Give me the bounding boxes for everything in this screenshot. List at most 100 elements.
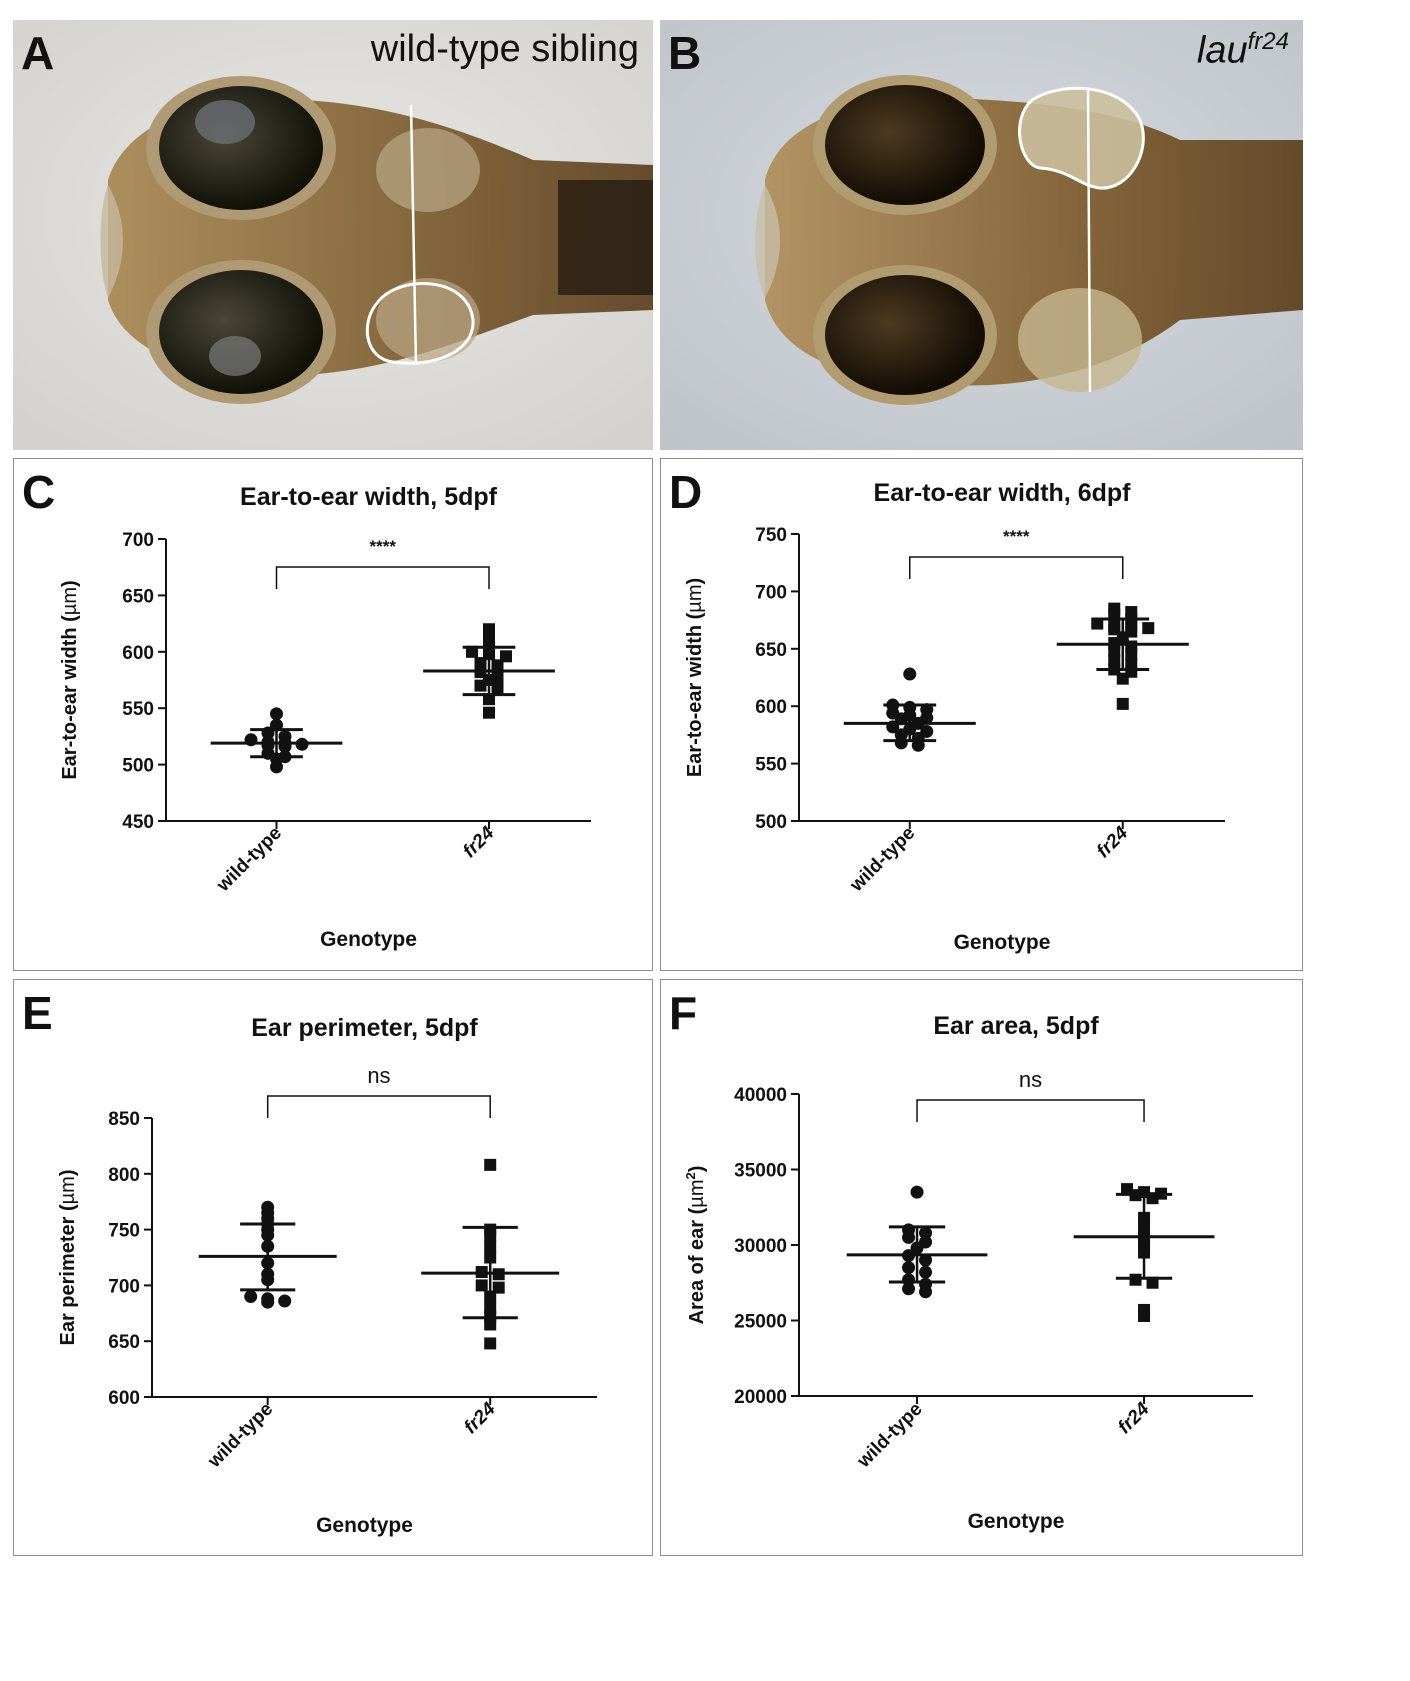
y-tick-label: 500 xyxy=(755,812,787,833)
y-tick-label: 30000 xyxy=(734,1236,787,1257)
larva-photo-a xyxy=(13,20,653,450)
y-tick-label: 40000 xyxy=(734,1085,787,1106)
y-tick-label: 600 xyxy=(108,1388,140,1409)
panel-letter-a: A xyxy=(21,27,55,79)
significance-bracket xyxy=(275,566,490,589)
data-point-fr24 xyxy=(484,1318,497,1331)
y-tick-label: 25000 xyxy=(734,1312,787,1333)
data-point-fr24 xyxy=(1108,654,1121,667)
significance-bracket xyxy=(266,1095,491,1118)
y-tick-label: 700 xyxy=(755,582,787,603)
data-point-wild-type xyxy=(270,760,283,774)
panel-letter-e: E xyxy=(22,987,53,1039)
data-point-fr24 xyxy=(483,634,495,647)
x-tick-label: fr24 xyxy=(1093,822,1133,862)
photo-label-base: lau xyxy=(1196,29,1248,72)
x-tick-label: fr24 xyxy=(460,1398,500,1438)
y-axis-label: Area of ear (µm2) xyxy=(683,1166,708,1325)
significance-label: ns xyxy=(1019,1067,1042,1092)
photo-label-sup: fr24 xyxy=(1247,28,1289,55)
data-point-fr24 xyxy=(1138,1309,1151,1322)
y-tick-label: 550 xyxy=(755,755,787,776)
y-tick-label: 700 xyxy=(108,1276,140,1297)
data-point-fr24 xyxy=(1108,645,1121,658)
data-point-wild-type xyxy=(910,1185,924,1199)
chart-panel-c: Ear-to-ear width, 5dpf 450 500 550 600 650 700… xyxy=(13,458,653,971)
y-axis-label: Ear-to-ear width (µm) xyxy=(59,580,81,779)
data-point-fr24 xyxy=(1146,1276,1159,1289)
y-tick-label: 750 xyxy=(108,1221,140,1242)
y-tick-label: 800 xyxy=(108,1165,140,1186)
data-point-fr24 xyxy=(484,1337,497,1350)
panel-letter-f: F xyxy=(669,987,698,1039)
chart-ear-area-5dpf: Ear area, 5dpf 20000 25000 30000 35000 40000 A… xyxy=(683,1012,1253,1533)
chart-panel-e: Ear perimeter, 5dpf 600 650 700 750 800 850 Ear… xyxy=(13,979,653,1556)
chart-ear-to-ear-6dpf: Ear-to-ear width, 6dpf 500 550 600 650 700 750… xyxy=(684,479,1225,954)
photo-label-lau-fr24: laufr24 xyxy=(1197,28,1289,73)
y-tick-label: 35000 xyxy=(734,1161,787,1182)
x-tick-label: fr24 xyxy=(1114,1398,1154,1438)
data-point-fr24 xyxy=(1108,608,1121,621)
chart-title: Ear area, 5dpf xyxy=(933,1012,1099,1040)
data-point-fr24 xyxy=(500,650,512,663)
x-tick-label: wild-type xyxy=(853,1399,927,1473)
chart-title: Ear perimeter, 5dpf xyxy=(251,1014,478,1042)
y-tick-label: 650 xyxy=(755,640,787,661)
y-axis-label: Ear-to-ear width (µm) xyxy=(684,578,706,777)
photo-panel-b: B laufr24 xyxy=(660,20,1303,450)
y-tick-label: 850 xyxy=(108,1109,140,1130)
data-point-wild-type xyxy=(902,1282,916,1296)
y-tick-label: 650 xyxy=(108,1332,140,1353)
data-point-fr24 xyxy=(1142,622,1155,635)
data-point-fr24 xyxy=(483,693,495,706)
chart-ear-perimeter-5dpf: Ear perimeter, 5dpf 600 650 700 750 800 850 Ear… xyxy=(57,1014,597,1537)
significance-label: **** xyxy=(370,537,397,556)
data-point-fr24 xyxy=(1116,672,1129,685)
photo-panel-a: A wild-type sibling xyxy=(13,20,653,450)
data-point-fr24 xyxy=(483,623,495,636)
data-point-fr24 xyxy=(1125,648,1138,661)
y-tick-label: 500 xyxy=(122,756,154,777)
y-tick-label: 750 xyxy=(755,525,787,546)
y-tick-label: 550 xyxy=(122,699,154,720)
data-point-fr24 xyxy=(491,681,504,694)
data-point-wild-type xyxy=(902,1261,916,1275)
data-point-wild-type xyxy=(270,707,283,721)
significance-label: **** xyxy=(1003,527,1030,546)
data-point-wild-type xyxy=(919,1265,933,1279)
significance-bracket xyxy=(909,556,1124,579)
chart-title: Ear-to-ear width, 5dpf xyxy=(240,483,498,511)
data-point-fr24 xyxy=(484,1158,497,1171)
x-axis-label: Genotype xyxy=(968,1510,1065,1533)
data-point-fr24 xyxy=(1091,617,1104,630)
significance-bracket xyxy=(916,1099,1145,1122)
larva-photo-b xyxy=(660,20,1303,450)
x-tick-label: wild-type xyxy=(203,1399,277,1473)
y-tick-label: 600 xyxy=(755,697,787,718)
chart-title: Ear-to-ear width, 6dpf xyxy=(874,479,1132,507)
chart-panel-f: Ear area, 5dpf 20000 25000 30000 35000 40000 A… xyxy=(660,979,1303,1556)
y-tick-label: 600 xyxy=(122,643,154,664)
y-tick-label: 650 xyxy=(122,586,154,607)
data-point-fr24 xyxy=(475,1279,488,1292)
data-point-wild-type xyxy=(261,1295,275,1309)
data-point-wild-type xyxy=(903,667,917,681)
data-point-wild-type xyxy=(919,1226,933,1240)
panel-letter-d: D xyxy=(669,466,703,518)
data-point-fr24 xyxy=(466,645,478,658)
x-axis-label: Genotype xyxy=(316,1514,413,1537)
data-point-fr24 xyxy=(491,659,504,672)
data-point-wild-type xyxy=(919,1285,933,1299)
data-point-wild-type xyxy=(902,1230,916,1244)
chart-ear-to-ear-5dpf: Ear-to-ear width, 5dpf 450 500 550 600 650 700… xyxy=(59,483,591,951)
x-tick-label: wild-type xyxy=(212,823,286,897)
data-point-wild-type xyxy=(244,1290,258,1304)
data-point-fr24 xyxy=(1129,1273,1142,1286)
y-tick-label: 20000 xyxy=(734,1387,787,1408)
y-tick-label: 700 xyxy=(122,530,154,551)
photo-label-wild-type: wild-type sibling xyxy=(370,28,639,70)
x-axis-label: Genotype xyxy=(954,931,1051,954)
chart-panel-d: Ear-to-ear width, 6dpf 500 550 600 650 700 750… xyxy=(660,458,1303,971)
x-axis-label: Genotype xyxy=(320,928,417,951)
data-point-wild-type xyxy=(919,1253,933,1267)
